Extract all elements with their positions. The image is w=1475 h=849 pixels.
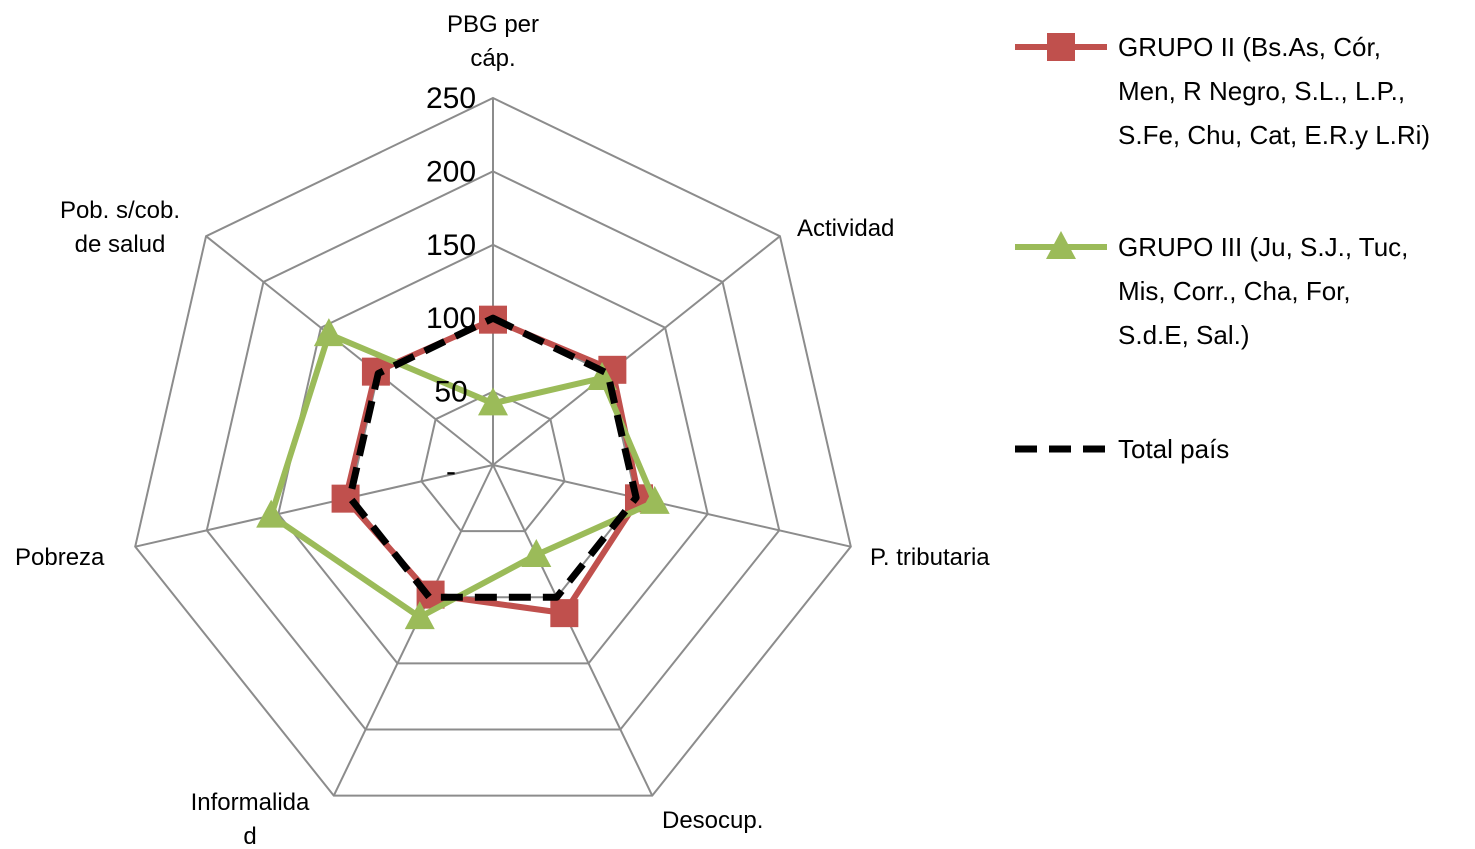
legend: GRUPO II (Bs.As, Cór, Men, R Negro, S.L.,… bbox=[1015, 32, 1430, 464]
series-line-0 bbox=[342, 316, 642, 617]
series-1-marker-5 bbox=[256, 499, 287, 528]
axis-label-4: Informalida bbox=[191, 789, 310, 816]
legend-marker-0 bbox=[1047, 33, 1075, 61]
axis-label-0: cáp. bbox=[470, 45, 515, 72]
spoke-3 bbox=[492, 464, 654, 797]
legend-item-2: Total país bbox=[1015, 434, 1229, 464]
legend-label-1: GRUPO III (Ju, S.J., Tuc, bbox=[1118, 232, 1408, 262]
axis-label-6: Pob. s/cob. bbox=[60, 197, 180, 224]
axis-label-3: Desocup. bbox=[662, 807, 763, 834]
series-1-marker-2 bbox=[639, 485, 670, 514]
series-1-marker-3 bbox=[521, 538, 552, 567]
series-1-marker-6 bbox=[313, 318, 344, 347]
tick-label: - bbox=[446, 455, 456, 488]
series-0-marker-3 bbox=[550, 599, 579, 628]
tick-label: 250 bbox=[426, 82, 476, 115]
legend-item-0: GRUPO II (Bs.As, Cór, Men, R Negro, S.L.,… bbox=[1015, 32, 1430, 150]
series-line-2 bbox=[346, 314, 640, 601]
tick-label: 100 bbox=[426, 302, 476, 335]
legend-label-1: S.d.E, Sal.) bbox=[1118, 320, 1250, 350]
legend-label-0: S.Fe, Chu, Cat, E.R.y L.Ri) bbox=[1118, 120, 1430, 150]
spoke-1 bbox=[492, 235, 781, 466]
grid-ring-200 bbox=[205, 170, 781, 731]
series-2 bbox=[346, 314, 640, 601]
tick-label: 150 bbox=[426, 229, 476, 262]
legend-label-0: GRUPO II (Bs.As, Cór, bbox=[1118, 32, 1381, 62]
axis-label-4: d bbox=[243, 823, 256, 849]
spoke-6 bbox=[205, 235, 494, 466]
grid-ring-50 bbox=[420, 390, 566, 533]
legend-label-2: Total país bbox=[1118, 434, 1229, 464]
series-1-marker-4 bbox=[404, 601, 435, 630]
legend-label-0: Men, R Negro, S.L., L.P., bbox=[1118, 76, 1405, 106]
spoke-4 bbox=[332, 464, 494, 797]
spoke-2 bbox=[492, 464, 852, 548]
grid-ring-250 bbox=[134, 96, 852, 797]
legend-label-1: Mis, Corr., Cha, For, bbox=[1118, 276, 1351, 306]
radial-tick-labels: - 50 100 150 200 250 bbox=[426, 82, 476, 488]
radar-spokes bbox=[134, 98, 852, 797]
axis-labels: PBG per cáp. Actividad P. tributaria Desocup… bbox=[15, 11, 990, 849]
spoke-5 bbox=[134, 464, 494, 548]
axis-label-6: de salud bbox=[75, 231, 166, 258]
tick-label: 50 bbox=[434, 376, 467, 409]
legend-item-1: GRUPO III (Ju, S.J., Tuc, Mis, Corr., Cha… bbox=[1015, 231, 1408, 350]
grid-ring-150 bbox=[277, 243, 709, 665]
series-1-marker-0 bbox=[478, 387, 508, 416]
legend-marker-1 bbox=[1046, 231, 1076, 259]
axis-label-0: PBG per bbox=[447, 11, 539, 38]
axis-label-5: Pobreza bbox=[15, 544, 105, 571]
axis-label-1: Actividad bbox=[797, 215, 894, 242]
axis-label-2: P. tributaria bbox=[870, 544, 990, 571]
series-layer bbox=[256, 305, 670, 630]
tick-label: 200 bbox=[426, 155, 476, 188]
